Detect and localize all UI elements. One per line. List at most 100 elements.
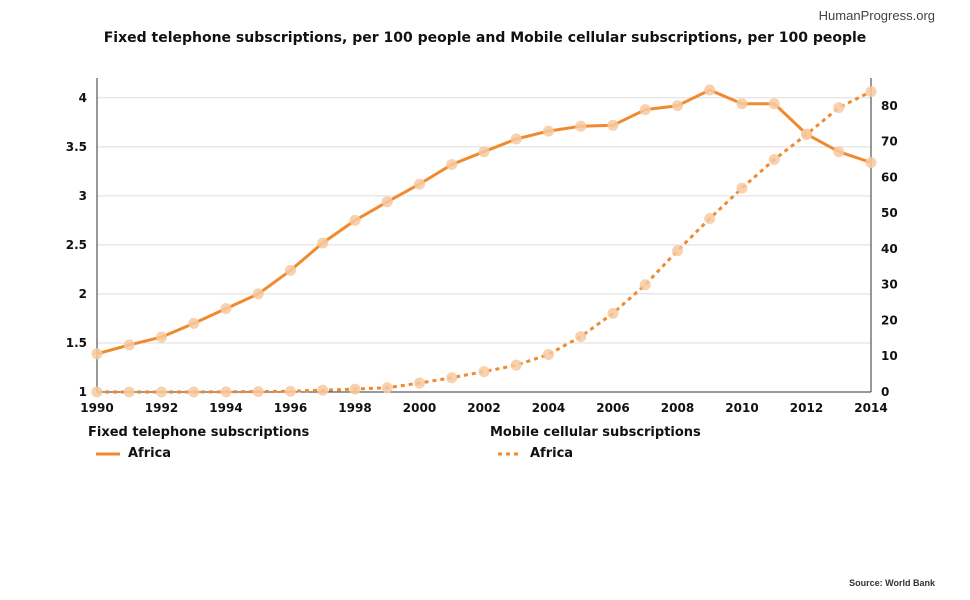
legend-dotted-line-swatch [498, 452, 522, 455]
mobile-data-point [91, 386, 103, 398]
mobile-data-point [736, 182, 748, 194]
fixed-data-point [156, 331, 167, 343]
x-tick-label: 1992 [145, 401, 178, 415]
legend-item-fixed-africa: Africa [88, 446, 309, 461]
right-tick-label: 80 [881, 99, 898, 113]
fixed-data-point [252, 288, 264, 300]
legend-solid-line-swatch [96, 452, 120, 455]
x-tick-label: 2008 [661, 401, 694, 415]
fixed-data-point [639, 104, 651, 116]
x-tick-label: 2006 [596, 401, 629, 415]
mobile-data-point [317, 384, 329, 396]
fixed-series-line [95, 88, 873, 356]
mobile-data-point [156, 386, 167, 398]
mobile-data-point [510, 359, 522, 371]
left-tick-label: 4 [79, 91, 87, 105]
fixed-data-point [672, 100, 683, 112]
fixed-data-point [220, 303, 232, 315]
mobile-data-point [704, 213, 716, 225]
fixed-data-point [833, 146, 845, 158]
mobile-data-point [639, 279, 651, 291]
legend-fixed-series-label: Africa [128, 446, 172, 461]
fixed-data-point [510, 133, 522, 145]
right-tick-label: 20 [881, 313, 898, 327]
x-tick-label: 2002 [467, 401, 500, 415]
fixed-data-point [768, 98, 780, 110]
left-tick-label: 1.5 [66, 336, 87, 350]
mobile-data-point [543, 348, 554, 360]
mobile-data-point [123, 386, 135, 398]
fixed-data-point [188, 317, 200, 329]
right-tick-label: 30 [881, 278, 898, 292]
fixed-data-point [575, 120, 587, 132]
series-layer [91, 84, 877, 398]
right-tick-label: 70 [881, 135, 898, 149]
right-tick-label: 10 [881, 349, 898, 363]
x-tick-label: 2000 [403, 401, 436, 415]
x-axis-ticks: 1990 1992 1994 1996 1998 2000 2002 2004 2006 2008… [80, 401, 887, 415]
chart-title: Fixed telephone subscriptions, per 100 p… [103, 30, 867, 46]
x-tick-label: 2004 [532, 401, 565, 415]
left-tick-label: 2 [79, 287, 87, 301]
right-tick-label: 60 [881, 170, 898, 184]
mobile-data-point [349, 383, 361, 395]
mobile-data-point [607, 307, 619, 319]
fixed-data-point [123, 339, 135, 351]
legend-mobile-title: Mobile cellular subscriptions [490, 425, 701, 440]
mobile-data-point [672, 245, 683, 257]
mobile-data-point [833, 102, 845, 114]
fixed-data-point [446, 158, 458, 170]
mobile-data-point [446, 372, 458, 384]
right-tick-label: 50 [881, 206, 898, 220]
fixed-data-point [317, 237, 329, 249]
x-tick-label: 2010 [725, 401, 758, 415]
mobile-data-point [768, 154, 780, 166]
fixed-data-point [865, 157, 877, 169]
x-tick-label: 1990 [80, 401, 113, 415]
fixed-data-point [543, 125, 554, 137]
axes [96, 78, 872, 393]
gridlines [97, 97, 871, 344]
fixed-data-point [349, 214, 361, 226]
source-note: Source: World Bank [849, 578, 935, 588]
right-axis-ticks: 0 10 20 30 40 50 60 70 80 [881, 99, 898, 399]
fixed-data-point [91, 348, 103, 360]
fixed-data-point [478, 146, 490, 158]
right-tick-label: 40 [881, 242, 898, 256]
legend-item-mobile-africa: Africa [490, 446, 701, 461]
legend-fixed-title: Fixed telephone subscriptions [88, 425, 310, 440]
fixed-data-point [736, 98, 748, 110]
x-tick-label: 1998 [338, 401, 371, 415]
left-axis-ticks: 1 1.5 2 2.5 3 3.5 4 [66, 91, 87, 399]
watermark: HumanProgress.org [818, 8, 935, 23]
x-tick-label: 1994 [209, 401, 242, 415]
left-tick-label: 3.5 [66, 140, 87, 154]
x-tick-label: 1996 [274, 401, 307, 415]
mobile-data-point [575, 331, 587, 343]
left-tick-label: 1 [79, 385, 87, 399]
mobile-data-point [478, 366, 490, 378]
fixed-data-point [285, 264, 296, 276]
mobile-data-point [188, 386, 200, 398]
mobile-data-point [252, 386, 264, 398]
right-tick-label: 0 [881, 385, 889, 399]
mobile-data-point [381, 382, 393, 394]
x-tick-label: 2012 [790, 401, 823, 415]
fixed-data-point [414, 178, 425, 190]
legend-mobile-series-label: Africa [530, 446, 574, 461]
legend-fixed: Fixed telephone subscriptions Africa [88, 425, 309, 461]
x-tick-label: 2014 [854, 401, 887, 415]
fixed-data-point [607, 119, 619, 131]
fixed-data-point [704, 84, 716, 96]
mobile-data-point [865, 86, 877, 98]
left-tick-label: 3 [79, 189, 87, 203]
mobile-data-point [414, 377, 425, 389]
left-tick-label: 2.5 [66, 238, 87, 252]
mobile-series-line [97, 90, 872, 394]
mobile-data-point [285, 385, 296, 397]
mobile-data-point [220, 386, 232, 398]
fixed-data-point [381, 196, 393, 208]
mobile-data-point [801, 128, 812, 140]
legend-mobile: Mobile cellular subscriptions Africa [490, 425, 701, 461]
